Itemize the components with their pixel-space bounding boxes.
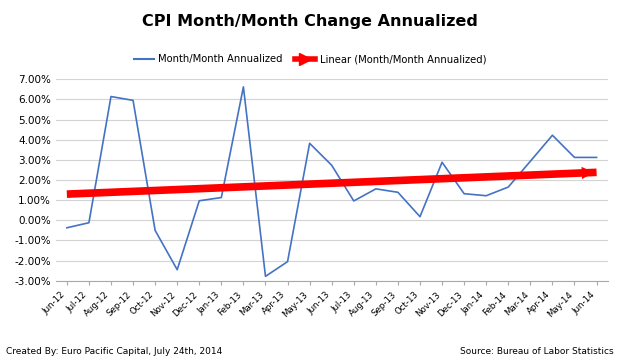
Text: Source: Bureau of Labor Statistics: Source: Bureau of Labor Statistics bbox=[460, 347, 614, 356]
Legend: Month/Month Annualized, Linear (Month/Month Annualized): Month/Month Annualized, Linear (Month/Mo… bbox=[130, 50, 490, 68]
Text: CPI Month/Month Change Annualized: CPI Month/Month Change Annualized bbox=[142, 14, 478, 30]
Text: Created By: Euro Pacific Capital, July 24th, 2014: Created By: Euro Pacific Capital, July 2… bbox=[6, 347, 223, 356]
